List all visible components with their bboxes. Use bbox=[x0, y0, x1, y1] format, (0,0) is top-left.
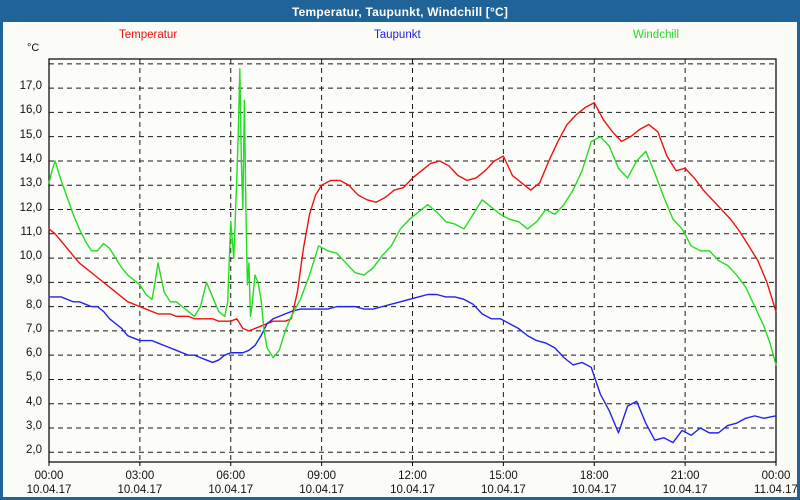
window-title: Temperatur, Taupunkt, Windchill [°C] bbox=[3, 3, 797, 22]
x-axis-tick-time: 03:00 bbox=[125, 470, 155, 482]
y-axis-tick: 8,0 bbox=[26, 298, 42, 311]
x-axis-tick-time: 09:00 bbox=[307, 470, 337, 482]
x-axis-tick-date: 10.04.17 bbox=[480, 484, 526, 496]
y-axis-tick: 6,0 bbox=[26, 347, 42, 360]
legend-item-taupunkt: Taupunkt bbox=[374, 29, 421, 41]
x-axis-tick: 06:00 10.04.17 bbox=[196, 469, 266, 497]
x-axis-tick: 00:00 11.04.17 bbox=[741, 469, 798, 497]
y-axis-tick: 14,0 bbox=[19, 152, 42, 165]
legend-item-temperatur: Temperatur bbox=[119, 29, 178, 41]
x-axis-tick-time: 06:00 bbox=[216, 470, 246, 482]
y-axis-tick: 17,0 bbox=[19, 80, 42, 93]
x-axis-tick-time: 15:00 bbox=[488, 470, 518, 482]
plot-svg bbox=[48, 58, 777, 466]
x-axis-tick: 03:00 10.04.17 bbox=[105, 469, 175, 497]
x-axis-tick-time: 00:00 bbox=[34, 470, 64, 482]
y-axis-tick: 10,0 bbox=[19, 250, 42, 263]
y-axis-tick: 16,0 bbox=[19, 104, 42, 117]
x-axis-tick-date: 10.04.17 bbox=[390, 484, 435, 496]
x-axis-tick-date: 10.04.17 bbox=[208, 484, 254, 496]
y-axis-tick: 3,0 bbox=[26, 420, 42, 432]
x-axis-tick-time: 18:00 bbox=[579, 470, 609, 482]
y-axis-tick: 11,0 bbox=[20, 225, 42, 238]
x-axis-tick-date: 10.04.17 bbox=[26, 484, 72, 496]
x-axis-tick-date: 10.04.17 bbox=[662, 484, 708, 496]
y-axis-tick: 15,0 bbox=[19, 128, 42, 141]
y-axis-tick: 5,0 bbox=[26, 371, 42, 384]
x-axis-tick: 09:00 10.04.17 bbox=[287, 469, 357, 497]
x-axis-tick: 21:00 10.04.17 bbox=[650, 469, 720, 497]
x-axis-tick-date: 11.04.17 bbox=[754, 484, 798, 496]
y-axis-tick: 7,0 bbox=[26, 322, 42, 335]
y-axis-tick: 4,0 bbox=[26, 395, 42, 408]
y-axis-tick: 2,0 bbox=[26, 444, 42, 457]
x-axis-tick: 15:00 10.04.17 bbox=[468, 469, 538, 497]
x-axis-tick-time: 21:00 bbox=[670, 470, 700, 482]
x-axis-tick: 00:00 10.04.17 bbox=[14, 469, 84, 497]
x-axis-tick-time: 12:00 bbox=[398, 470, 427, 482]
y-axis-tick: 9,0 bbox=[26, 274, 42, 287]
chart-canvas: Temperatur Taupunkt Windchill °C 17,0 16,… bbox=[3, 22, 797, 497]
x-axis-tick: 12:00 10.04.17 bbox=[378, 469, 448, 497]
x-axis-tick-date: 10.04.17 bbox=[571, 484, 617, 496]
y-axis-unit-label: °C bbox=[27, 42, 40, 54]
x-axis-tick: 18:00 10.04.17 bbox=[559, 469, 629, 497]
y-axis-tick: 12,0 bbox=[19, 201, 42, 214]
x-axis-tick-time: 00:00 bbox=[761, 470, 791, 482]
x-axis-tick-date: 10.04.17 bbox=[299, 484, 344, 496]
x-axis-tick-date: 10.04.17 bbox=[117, 484, 163, 496]
legend-item-windchill: Windchill bbox=[633, 29, 680, 41]
y-axis-tick: 13,0 bbox=[19, 177, 42, 190]
